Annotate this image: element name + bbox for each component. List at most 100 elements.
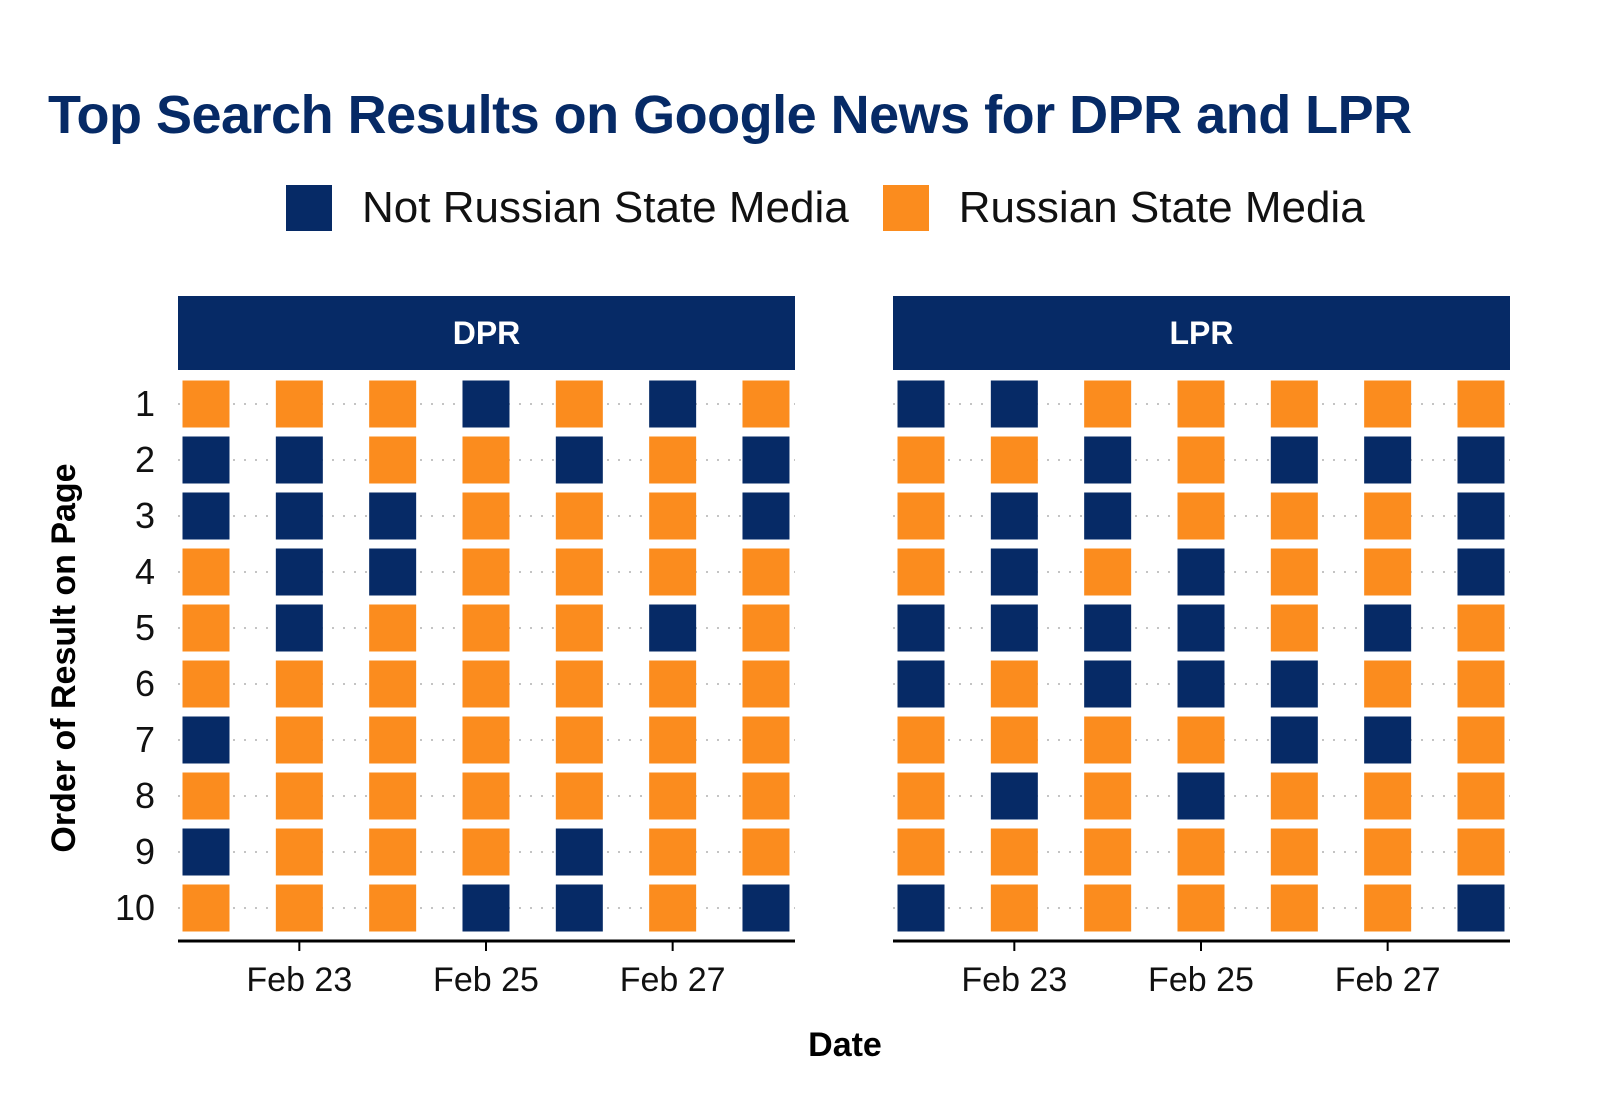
tile-lpr-rank-3-feb-22 <box>897 492 945 540</box>
tile-dpr-rank-10-feb-22 <box>182 884 230 932</box>
tile-dpr-rank-5-feb-24 <box>369 604 417 652</box>
facet-strip-label-lpr: LPR <box>1170 315 1234 351</box>
tile-lpr-rank-6-feb-26 <box>1270 660 1318 708</box>
legend-swatch-russian-state-media <box>882 185 929 231</box>
tile-lpr-rank-8-feb-22 <box>897 772 945 820</box>
tile-lpr-rank-9-feb-26 <box>1270 828 1318 876</box>
tile-dpr-rank-1-feb-26 <box>555 380 603 428</box>
tile-dpr-rank-2-feb-27 <box>649 436 697 484</box>
tile-lpr-rank-5-feb-28 <box>1457 604 1505 652</box>
tile-lpr-rank-2-feb-24 <box>1084 436 1132 484</box>
tile-lpr-rank-1-feb-25 <box>1177 380 1225 428</box>
tile-dpr-rank-2-feb-25 <box>462 436 510 484</box>
tile-dpr-rank-6-feb-22 <box>182 660 230 708</box>
tile-lpr-rank-4-feb-25 <box>1177 548 1225 596</box>
facet-strip-label-dpr: DPR <box>453 315 521 351</box>
y-tick-label-6: 6 <box>135 663 155 704</box>
tile-lpr-rank-1-feb-24 <box>1084 380 1132 428</box>
tile-lpr-rank-9-feb-25 <box>1177 828 1225 876</box>
tile-lpr-rank-9-feb-28 <box>1457 828 1505 876</box>
tile-dpr-rank-10-feb-24 <box>369 884 417 932</box>
tile-lpr-rank-1-feb-28 <box>1457 380 1505 428</box>
tile-lpr-rank-4-feb-24 <box>1084 548 1132 596</box>
tile-lpr-rank-10-feb-27 <box>1364 884 1412 932</box>
y-tick-label-10: 10 <box>115 887 155 928</box>
tile-lpr-rank-4-feb-27 <box>1364 548 1412 596</box>
tile-dpr-rank-2-feb-22 <box>182 436 230 484</box>
tile-dpr-rank-3-feb-28 <box>742 492 790 540</box>
tile-lpr-rank-3-feb-25 <box>1177 492 1225 540</box>
tile-lpr-rank-6-feb-28 <box>1457 660 1505 708</box>
y-axis-title: Order of Result on Page <box>45 463 83 852</box>
panel-dpr: DPR Feb 23 Feb 25 Feb 27 <box>178 296 795 999</box>
tile-dpr-rank-9-feb-28 <box>742 828 790 876</box>
tile-dpr-rank-10-feb-28 <box>742 884 790 932</box>
tile-dpr-rank-1-feb-27 <box>649 380 697 428</box>
tile-lpr-rank-10-feb-24 <box>1084 884 1132 932</box>
tile-lpr-rank-3-feb-27 <box>1364 492 1412 540</box>
tile-lpr-rank-7-feb-24 <box>1084 716 1132 764</box>
x-tick-label-dpr-feb-23: Feb 23 <box>246 961 352 999</box>
tile-lpr-rank-6-feb-24 <box>1084 660 1132 708</box>
legend-label-russian-state-media: Russian State Media <box>958 183 1365 232</box>
tile-dpr-rank-2-feb-26 <box>555 436 603 484</box>
x-tick-label-lpr-feb-27: Feb 27 <box>1335 961 1441 999</box>
tile-lpr-rank-10-feb-25 <box>1177 884 1225 932</box>
tile-dpr-rank-5-feb-26 <box>555 604 603 652</box>
panel-lpr: LPR Feb 23 Feb 25 Feb 27 <box>893 296 1510 999</box>
tile-dpr-rank-4-feb-27 <box>649 548 697 596</box>
tile-dpr-rank-8-feb-24 <box>369 772 417 820</box>
tile-dpr-rank-2-feb-24 <box>369 436 417 484</box>
tile-lpr-rank-2-feb-27 <box>1364 436 1412 484</box>
tile-dpr-rank-10-feb-23 <box>275 884 323 932</box>
tile-dpr-rank-4-feb-26 <box>555 548 603 596</box>
tile-lpr-rank-2-feb-23 <box>990 436 1038 484</box>
tile-dpr-rank-6-feb-27 <box>649 660 697 708</box>
tile-dpr-rank-7-feb-23 <box>275 716 323 764</box>
tile-lpr-rank-4-feb-22 <box>897 548 945 596</box>
y-tick-label-7: 7 <box>135 719 155 760</box>
tile-lpr-rank-5-feb-22 <box>897 604 945 652</box>
tile-lpr-rank-7-feb-23 <box>990 716 1038 764</box>
tile-lpr-rank-7-feb-28 <box>1457 716 1505 764</box>
tile-dpr-rank-9-feb-25 <box>462 828 510 876</box>
tile-lpr-rank-9-feb-27 <box>1364 828 1412 876</box>
tile-lpr-rank-1-feb-26 <box>1270 380 1318 428</box>
tile-dpr-rank-7-feb-28 <box>742 716 790 764</box>
tile-lpr-rank-2-feb-28 <box>1457 436 1505 484</box>
tile-lpr-rank-5-feb-25 <box>1177 604 1225 652</box>
tile-dpr-rank-7-feb-22 <box>182 716 230 764</box>
tile-lpr-rank-8-feb-24 <box>1084 772 1132 820</box>
tile-lpr-rank-5-feb-23 <box>990 604 1038 652</box>
tile-lpr-rank-6-feb-22 <box>897 660 945 708</box>
tile-dpr-rank-1-feb-24 <box>369 380 417 428</box>
tile-dpr-rank-4-feb-24 <box>369 548 417 596</box>
tile-lpr-rank-7-feb-22 <box>897 716 945 764</box>
tile-dpr-rank-3-feb-24 <box>369 492 417 540</box>
y-tick-label-2: 2 <box>135 439 155 480</box>
x-tick-label-dpr-feb-27: Feb 27 <box>620 961 726 999</box>
tile-dpr-rank-3-feb-26 <box>555 492 603 540</box>
x-tick-label-dpr-feb-25: Feb 25 <box>433 961 539 999</box>
tile-lpr-rank-6-feb-23 <box>990 660 1038 708</box>
tile-dpr-rank-8-feb-26 <box>555 772 603 820</box>
tile-dpr-rank-1-feb-23 <box>275 380 323 428</box>
tile-lpr-rank-4-feb-23 <box>990 548 1038 596</box>
legend-item-not-russian-state-media: Not Russian State Media <box>286 183 849 233</box>
tile-dpr-rank-4-feb-23 <box>275 548 323 596</box>
tile-dpr-rank-9-feb-26 <box>555 828 603 876</box>
tile-dpr-rank-7-feb-26 <box>555 716 603 764</box>
tile-dpr-rank-8-feb-27 <box>649 772 697 820</box>
tile-lpr-rank-8-feb-23 <box>990 772 1038 820</box>
tile-lpr-rank-8-feb-28 <box>1457 772 1505 820</box>
tile-dpr-rank-5-feb-27 <box>649 604 697 652</box>
tile-dpr-rank-8-feb-23 <box>275 772 323 820</box>
y-tick-label-3: 3 <box>135 495 155 536</box>
tile-dpr-rank-8-feb-25 <box>462 772 510 820</box>
tile-lpr-rank-1-feb-22 <box>897 380 945 428</box>
tile-lpr-rank-10-feb-22 <box>897 884 945 932</box>
tile-dpr-rank-2-feb-23 <box>275 436 323 484</box>
x-tick-label-lpr-feb-25: Feb 25 <box>1148 961 1254 999</box>
tile-dpr-rank-1-feb-25 <box>462 380 510 428</box>
tile-lpr-rank-6-feb-25 <box>1177 660 1225 708</box>
